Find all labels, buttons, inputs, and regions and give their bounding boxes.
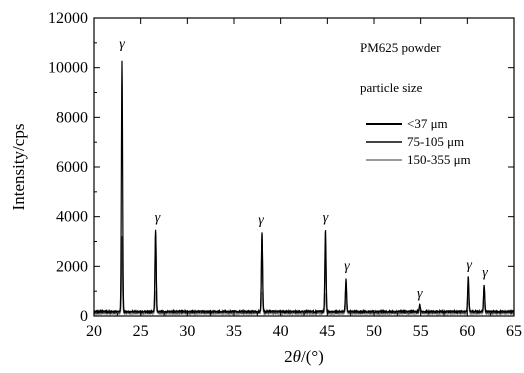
peak-label-gamma: γ	[466, 258, 472, 273]
legend-entry: 75-105 μm	[407, 134, 464, 149]
axes-layer: 20 25 30 35 40 45 50 55 60 65 0 2000 4000 6000 8000 100…	[48, 10, 522, 340]
y-tick-label: 0	[80, 308, 88, 325]
x-tick-label: 35	[226, 323, 242, 340]
series-line-0	[93, 60, 515, 315]
y-tick-label: 8000	[56, 109, 88, 126]
legend-subtitle: particle size	[360, 80, 423, 95]
x-tick-label: 40	[273, 323, 289, 340]
peak-label-gamma: γ	[119, 37, 125, 52]
peak-label-gamma: γ	[323, 211, 329, 226]
peak-label-gamma: γ	[344, 259, 350, 274]
x-tick-label: 45	[319, 323, 335, 340]
x-axis-title: 2θ/(°)	[284, 347, 324, 366]
y-axis-title: Intensity/cps	[9, 124, 28, 211]
legend: PM625 powder particle size <37 μm 75-105 μm…	[360, 40, 471, 167]
x-tick-label: 25	[133, 323, 149, 340]
plot-frame	[93, 17, 515, 317]
x-tick-label: 30	[179, 323, 195, 340]
x-tick-label: 20	[86, 323, 102, 340]
peak-label-gamma: γ	[155, 211, 161, 226]
y-tick-label: 6000	[56, 159, 88, 176]
x-tick-label: 50	[366, 323, 382, 340]
peak-label-gamma: γ	[258, 213, 264, 228]
y-tick-label: 4000	[56, 209, 88, 226]
x-tick-label: 65	[506, 323, 522, 340]
peak-label-gamma: γ	[417, 286, 423, 301]
legend-title: PM625 powder	[360, 40, 441, 55]
x-tick-label: 55	[413, 323, 429, 340]
y-tick-label: 10000	[48, 60, 88, 77]
legend-entry: <37 μm	[407, 116, 448, 131]
legend-entry: 150-355 μm	[407, 152, 471, 167]
peak-label-gamma: γ	[482, 265, 488, 280]
y-tick-label: 12000	[48, 10, 88, 27]
y-tick-label: 2000	[56, 258, 88, 275]
x-tick-label: 60	[459, 323, 475, 340]
series-layer	[93, 60, 515, 317]
